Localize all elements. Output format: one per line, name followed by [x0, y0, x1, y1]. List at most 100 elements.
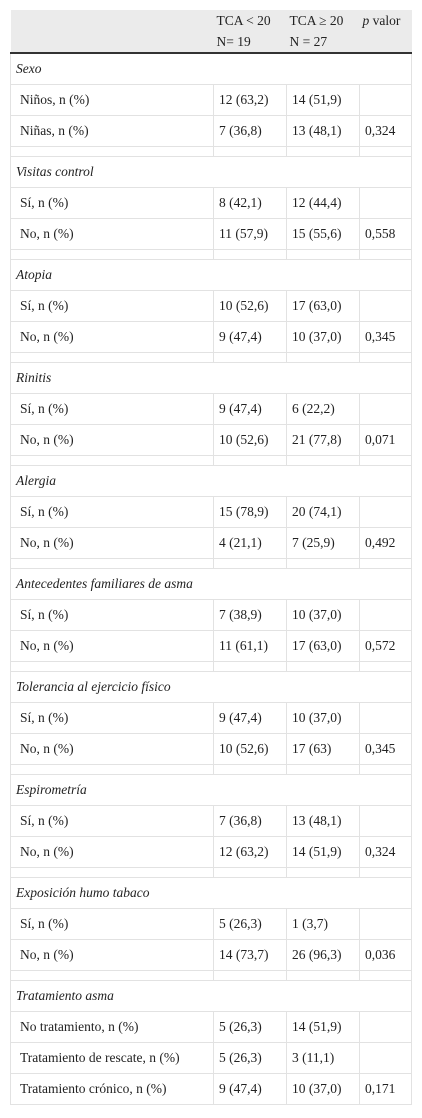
spacer-row: [10, 352, 412, 363]
spacer-cell: [213, 558, 287, 569]
section-title: Alergia: [10, 465, 412, 497]
p-label: valor: [372, 12, 401, 28]
cell-value: 14 (73,7): [213, 939, 287, 971]
cell-value: 12 (63,2): [213, 84, 287, 116]
spacer-row: [10, 455, 412, 466]
spacer-cell: [10, 867, 214, 878]
data-row: No, n (%) 10 (52,6) 21 (77,8) 0,071: [10, 424, 412, 456]
data-row: Tratamiento crónico, n (%) 9 (47,4) 10 (37…: [10, 1073, 412, 1105]
spacer-cell: [359, 970, 412, 981]
data-row: Sí, n (%) 9 (47,4) 6 (22,2): [10, 393, 412, 425]
cell-value: 11 (57,9): [213, 218, 287, 250]
data-row: Sí, n (%) 9 (47,4) 10 (37,0): [10, 702, 412, 734]
row-label: Tratamiento crónico, n (%): [10, 1073, 214, 1105]
cell-value: 20 (74,1): [286, 496, 360, 528]
spacer-cell: [10, 249, 214, 260]
spacer-cell: [286, 764, 360, 775]
data-row: No, n (%) 12 (63,2) 14 (51,9) 0,324: [10, 836, 412, 868]
p-value: 0,171: [359, 1073, 412, 1105]
cell-value: 10 (37,0): [286, 702, 360, 734]
cell-value: 10 (52,6): [213, 290, 287, 322]
spacer-row: [10, 146, 412, 157]
p-value: [359, 1042, 412, 1074]
cell-value: 11 (61,1): [213, 630, 287, 662]
p-value: 0,324: [359, 836, 412, 868]
spacer-cell: [213, 352, 287, 363]
p-value: 0,345: [359, 321, 412, 353]
spacer-cell: [286, 455, 360, 466]
spacer-cell: [286, 867, 360, 878]
cell-value: 17 (63): [286, 733, 360, 765]
col-header-n: N = 27: [286, 31, 360, 54]
cell-value: 8 (42,1): [213, 187, 287, 219]
data-row: Sí, n (%) 7 (38,9) 10 (37,0): [10, 599, 412, 631]
p-symbol: p: [362, 12, 370, 28]
cell-value: 9 (47,4): [213, 393, 287, 425]
data-row: No, n (%) 11 (57,9) 15 (55,6) 0,558: [10, 218, 412, 250]
col-header: TCA ≥ 20: [286, 10, 360, 31]
cell-value: 15 (78,9): [213, 496, 287, 528]
cell-value: 5 (26,3): [213, 1042, 287, 1074]
col-header: TCA < 20: [213, 10, 287, 31]
data-row: No, n (%) 9 (47,4) 10 (37,0) 0,345: [10, 321, 412, 353]
data-row: Tratamiento de rescate, n (%) 5 (26,3) 3 (…: [10, 1042, 412, 1074]
row-label: Sí, n (%): [10, 599, 214, 631]
spacer-cell: [286, 661, 360, 672]
cell-value: 12 (63,2): [213, 836, 287, 868]
spacer-row: [10, 558, 412, 569]
p-value: [359, 187, 412, 219]
data-row: Sí, n (%) 5 (26,3) 1 (3,7): [10, 908, 412, 940]
data-row: Sí, n (%) 8 (42,1) 12 (44,4): [10, 187, 412, 219]
table-header: TCA < 20 TCA ≥ 20 p valor N= 19 N = 27: [10, 10, 412, 54]
section-row: Alergia: [10, 465, 412, 497]
spacer-cell: [359, 249, 412, 260]
p-value: [359, 393, 412, 425]
cell-value: 9 (47,4): [213, 1073, 287, 1105]
row-label: No, n (%): [10, 424, 214, 456]
cell-value: 6 (22,2): [286, 393, 360, 425]
spacer-cell: [10, 661, 214, 672]
spacer-row: [10, 970, 412, 981]
cell-value: 7 (38,9): [213, 599, 287, 631]
spacer-row: [10, 764, 412, 775]
spacer-cell: [10, 764, 214, 775]
cell-value: 15 (55,6): [286, 218, 360, 250]
cell-value: 13 (48,1): [286, 805, 360, 837]
section-row: Espirometría: [10, 774, 412, 806]
row-label: No, n (%): [10, 733, 214, 765]
section-title: Exposición humo tabaco: [10, 877, 412, 909]
p-value: 0,071: [359, 424, 412, 456]
data-row: No, n (%) 10 (52,6) 17 (63) 0,345: [10, 733, 412, 765]
col-header-n: N= 19: [213, 31, 287, 54]
cell-value: 9 (47,4): [213, 702, 287, 734]
cell-value: 7 (36,8): [213, 115, 287, 147]
data-row: Sí, n (%) 7 (36,8) 13 (48,1): [10, 805, 412, 837]
row-label: Tratamiento de rescate, n (%): [10, 1042, 214, 1074]
row-label: No tratamiento, n (%): [10, 1011, 214, 1043]
spacer-cell: [359, 764, 412, 775]
col-header: p valor: [359, 10, 412, 31]
row-label: No, n (%): [10, 939, 214, 971]
spacer-cell: [10, 970, 214, 981]
section-row: Sexo: [10, 52, 412, 85]
p-value: 0,324: [359, 115, 412, 147]
cell-value: 26 (96,3): [286, 939, 360, 971]
section-row: Tolerancia al ejercicio físico: [10, 671, 412, 703]
section-row: Atopia: [10, 259, 412, 291]
p-value: 0,345: [359, 733, 412, 765]
data-row: Sí, n (%) 15 (78,9) 20 (74,1): [10, 496, 412, 528]
row-label: No, n (%): [10, 218, 214, 250]
cell-value: 21 (77,8): [286, 424, 360, 456]
spacer-cell: [213, 764, 287, 775]
section-title: Visitas control: [10, 156, 412, 188]
cell-value: 9 (47,4): [213, 321, 287, 353]
cell-value: 5 (26,3): [213, 908, 287, 940]
row-label: No, n (%): [10, 836, 214, 868]
section-row: Tratamiento asma: [10, 980, 412, 1012]
spacer-cell: [359, 867, 412, 878]
p-value: [359, 290, 412, 322]
cell-value: 14 (51,9): [286, 84, 360, 116]
section-title: Sexo: [10, 52, 412, 85]
cell-value: 10 (37,0): [286, 599, 360, 631]
